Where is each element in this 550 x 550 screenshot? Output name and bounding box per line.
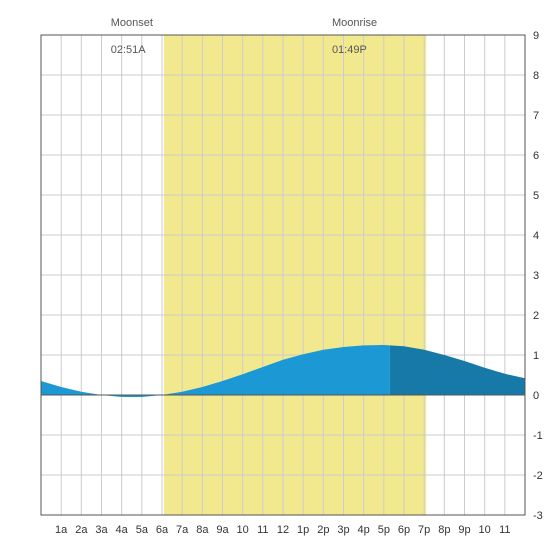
x-tick-label: 5p [378, 524, 390, 536]
moonset-title: Moonset [111, 17, 153, 29]
x-tick-label: 2a [75, 524, 88, 536]
x-tick-label: 8a [196, 524, 209, 536]
x-tick-label: 7p [418, 524, 430, 536]
x-tick-label: 3p [337, 524, 349, 536]
tide-chart-svg: -3-2-101234567891a2a3a4a5a6a7a8a9a101112… [0, 0, 550, 550]
x-tick-label: 1a [55, 524, 68, 536]
y-tick-label: 9 [533, 30, 539, 42]
y-tick-label: -3 [533, 510, 543, 522]
x-tick-label: 6p [398, 524, 410, 536]
tide-chart: -3-2-101234567891a2a3a4a5a6a7a8a9a101112… [0, 0, 550, 550]
moonset-time: 02:51A [111, 44, 146, 56]
x-tick-label: 7a [176, 524, 189, 536]
y-tick-label: -2 [533, 470, 543, 482]
x-tick-label: 5a [136, 524, 149, 536]
y-tick-label: 1 [533, 350, 539, 362]
x-tick-label: 6a [156, 524, 169, 536]
y-tick-label: 0 [533, 390, 539, 402]
moonrise-time: 01:49P [332, 44, 367, 56]
y-tick-label: 3 [533, 270, 539, 282]
x-tick-label: 3a [95, 524, 108, 536]
y-tick-label: 8 [533, 70, 539, 82]
x-tick-label: 4p [358, 524, 370, 536]
x-tick-label: 11 [257, 524, 268, 536]
moonrise-label: Moonrise 01:49P [320, 4, 377, 70]
x-tick-label: 12 [277, 524, 289, 536]
y-tick-label: 6 [533, 150, 539, 162]
y-tick-label: 4 [533, 230, 539, 242]
x-tick-label: 4a [116, 524, 129, 536]
x-tick-label: 9p [458, 524, 470, 536]
x-tick-label: 10 [479, 524, 491, 536]
x-tick-label: 9a [216, 524, 229, 536]
x-tick-label: 1p [297, 524, 309, 536]
y-tick-label: -1 [533, 430, 543, 442]
x-tick-label: 2p [317, 524, 329, 536]
x-tick-label: 8p [438, 524, 450, 536]
moonset-label: Moonset 02:51A [98, 4, 152, 70]
moonrise-title: Moonrise [332, 17, 377, 29]
x-tick-label: 11 [499, 524, 510, 536]
y-tick-label: 7 [533, 110, 539, 122]
y-tick-label: 2 [533, 310, 539, 322]
y-tick-label: 5 [533, 190, 539, 202]
x-tick-label: 10 [237, 524, 249, 536]
